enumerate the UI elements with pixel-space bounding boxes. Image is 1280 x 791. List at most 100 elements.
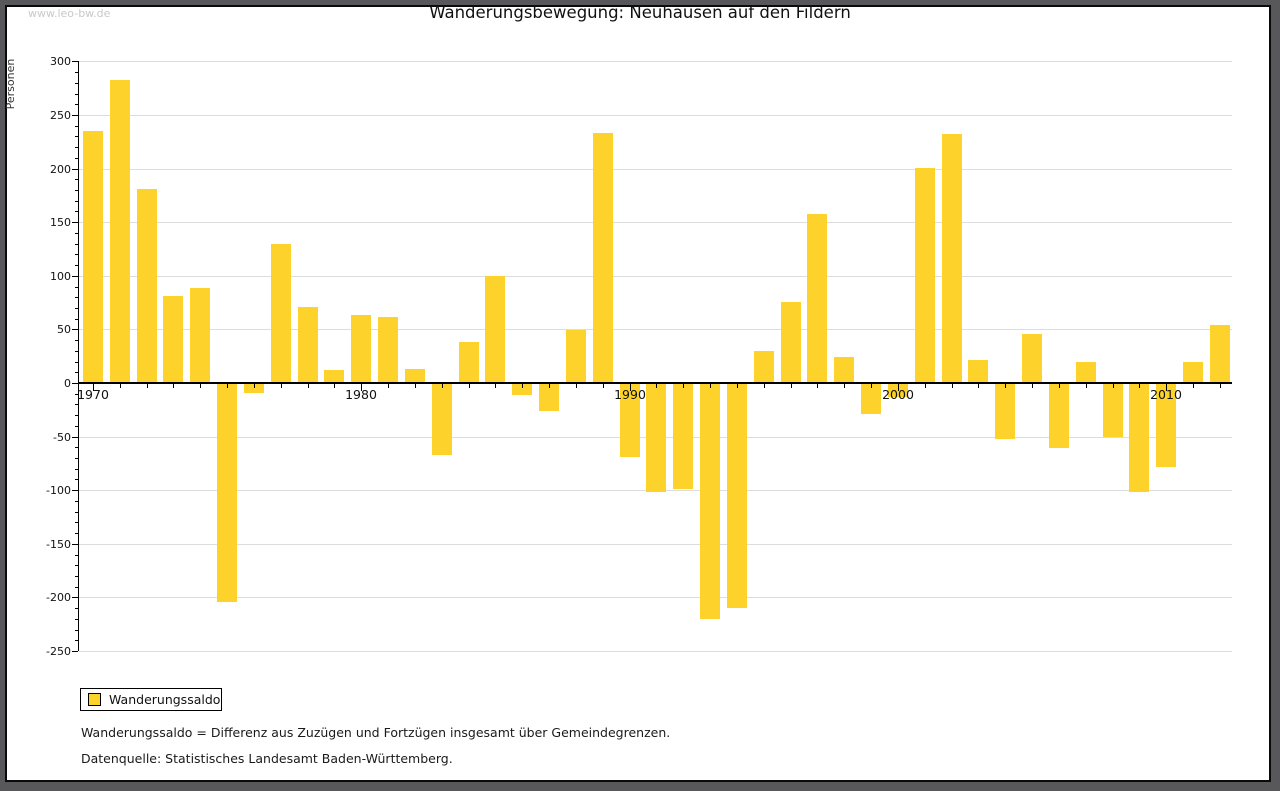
y-minor-tick [75, 447, 78, 448]
y-tick-label--50: -50 [53, 431, 71, 444]
x-tick-1994 [737, 384, 738, 388]
x-tick-label-1980: 1980 [345, 387, 377, 402]
bar-1990 [620, 384, 640, 457]
y-tick--200 [72, 597, 78, 598]
y-minor-tick [75, 190, 78, 191]
x-tick-2003 [978, 384, 979, 388]
y-axis-line [78, 61, 79, 651]
x-tick-label-1970: 1970 [77, 387, 109, 402]
bar-2002 [942, 134, 962, 383]
x-tick-1974 [200, 384, 201, 388]
bar-2005 [1022, 334, 1042, 383]
bar-1984 [459, 342, 479, 383]
y-axis-label: Personen [4, 58, 17, 110]
y-minor-tick [75, 287, 78, 288]
y-minor-tick [75, 179, 78, 180]
y-minor-tick [75, 469, 78, 470]
y-minor-tick [75, 640, 78, 641]
x-tick-1971 [120, 384, 121, 388]
bar-1975 [217, 384, 237, 602]
y-minor-tick [75, 265, 78, 266]
x-tick-2012 [1220, 384, 1221, 388]
y-minor-tick [75, 104, 78, 105]
x-tick-1976 [254, 384, 255, 388]
gridline-250 [79, 115, 1232, 116]
bar-2001 [915, 168, 935, 383]
x-tick-1980 [361, 384, 362, 391]
footnote-source: Datenquelle: Statistisches Landesamt Bad… [81, 751, 453, 766]
bar-1971 [110, 80, 130, 383]
y-minor-tick [75, 362, 78, 363]
x-tick-2009 [1139, 384, 1140, 388]
bar-2011 [1183, 362, 1203, 383]
x-tick-1985 [495, 384, 496, 388]
bar-1989 [593, 133, 613, 383]
y-minor-tick [75, 426, 78, 427]
bar-1988 [566, 330, 586, 383]
gridline--150 [79, 544, 1232, 545]
x-tick-1989 [603, 384, 604, 388]
y-minor-tick [75, 576, 78, 577]
bar-1982 [405, 369, 425, 383]
y-minor-tick [75, 458, 78, 459]
bar-1998 [834, 357, 854, 383]
y-minor-tick [75, 244, 78, 245]
y-minor-tick [75, 630, 78, 631]
y-tick-0 [72, 383, 78, 384]
x-tick-1977 [281, 384, 282, 388]
y-minor-tick [75, 340, 78, 341]
y-tick-50 [72, 329, 78, 330]
bar-1985 [485, 276, 505, 383]
x-tick-1986 [522, 384, 523, 388]
x-tick-1999 [871, 384, 872, 388]
y-minor-tick [75, 201, 78, 202]
y-minor-tick [75, 126, 78, 127]
bar-1997 [807, 214, 827, 383]
x-tick-1975 [227, 384, 228, 388]
y-tick-label-200: 200 [50, 163, 71, 176]
x-tick-1996 [791, 384, 792, 388]
x-tick-1984 [469, 384, 470, 388]
y-minor-tick [75, 233, 78, 234]
y-tick-label--100: -100 [46, 484, 71, 497]
y-tick-label-300: 300 [50, 55, 71, 68]
y-minor-tick [75, 372, 78, 373]
x-tick-1982 [415, 384, 416, 388]
legend: Wanderungssaldo [80, 688, 222, 711]
bar-1973 [163, 296, 183, 383]
y-minor-tick [75, 72, 78, 73]
y-minor-tick [75, 619, 78, 620]
y-minor-tick [75, 308, 78, 309]
gridline-100 [79, 276, 1232, 277]
x-tick-1988 [576, 384, 577, 388]
x-tick-2000 [898, 384, 899, 391]
y-tick-label-250: 250 [50, 109, 71, 122]
x-tick-label-1990: 1990 [614, 387, 646, 402]
bar-2004 [995, 384, 1015, 439]
x-tick-1979 [334, 384, 335, 388]
bar-2010 [1156, 384, 1176, 467]
chart-title: Wanderungsbewegung: Neuhausen auf den Fi… [429, 3, 851, 22]
x-tick-2010 [1166, 384, 1167, 391]
y-minor-tick [75, 147, 78, 148]
y-tick-150 [72, 222, 78, 223]
y-minor-tick [75, 83, 78, 84]
y-tick-label--200: -200 [46, 591, 71, 604]
y-minor-tick [75, 351, 78, 352]
x-tick-1973 [173, 384, 174, 388]
y-tick-200 [72, 169, 78, 170]
bar-1986 [512, 384, 532, 395]
y-tick-250 [72, 115, 78, 116]
y-minor-tick [75, 404, 78, 405]
gridline-50 [79, 329, 1232, 330]
legend-label: Wanderungssaldo [109, 692, 221, 707]
bar-1978 [298, 307, 318, 383]
bar-1983 [432, 384, 452, 455]
gridline--250 [79, 651, 1232, 652]
bar-2009 [1129, 384, 1149, 492]
y-tick-label-0: 0 [64, 377, 71, 390]
x-tick-1993 [710, 384, 711, 388]
bar-1977 [271, 244, 291, 383]
x-tick-1981 [388, 384, 389, 388]
